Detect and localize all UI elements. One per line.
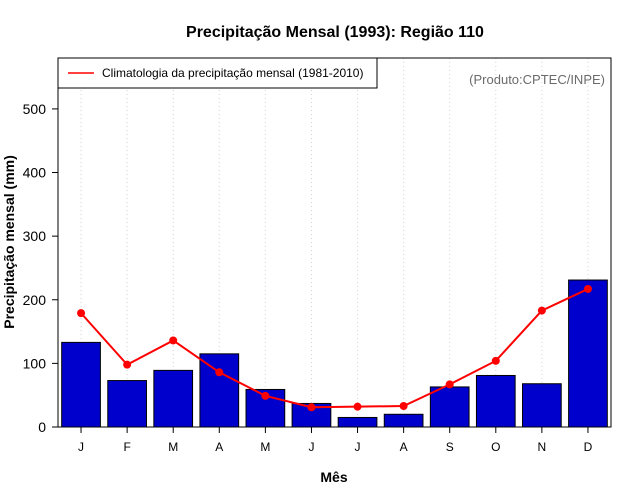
grid-lines [80,58,589,427]
climatology-point-3 [169,336,178,345]
x-tick-label-7: J [355,440,361,454]
plot-frame [57,57,612,428]
bar-7 [337,416,378,428]
climatology-point-5 [261,391,270,400]
chart-title: Precipitação Mensal (1993): Região 110 [186,24,484,41]
climatology-point-8 [399,402,408,411]
y-axis-title: Precipitação mensal (mm) [1,155,17,329]
x-tick-label-11: N [538,440,547,454]
climatology-point-7 [353,402,362,411]
bar-10 [475,374,516,428]
climatology-point-11 [537,306,546,315]
bar-3 [153,369,194,428]
legend-box [57,57,378,89]
x-tick-label-2: F [123,440,130,454]
climatology-point-4 [215,368,224,377]
bar-4 [199,353,240,428]
climatology-point-10 [491,356,500,365]
x-tick-label-12: D [584,440,593,454]
y-tick-label-500: 500 [23,101,47,117]
bars [61,279,608,428]
bar-11 [522,383,562,428]
bar-2 [107,380,147,428]
bar-9 [429,386,470,428]
climatology-point-1 [77,309,86,318]
y-tick-label-400: 400 [23,165,47,181]
y-tick-label-200: 200 [23,292,47,308]
y-tick-label-100: 100 [23,355,47,371]
x-tick-label-9: S [446,440,454,454]
climatology-point-9 [445,380,454,389]
y-tick-label-0: 0 [38,419,46,435]
x-tick-label-6: J [308,440,314,454]
x-tick-label-4: A [215,440,223,454]
x-tick-label-5: M [260,440,270,454]
climatology-point-12 [583,284,592,293]
bar-8 [383,413,424,428]
climatology-series [77,284,592,412]
x-tick-label-1: J [78,440,84,454]
bar-1 [61,341,101,428]
y-tick-label-300: 300 [23,228,47,244]
x-tick-label-10: O [491,440,500,454]
product-annotation: (Produto:CPTEC/INPE) [469,72,605,87]
climatology-point-6 [307,403,316,412]
x-tick-label-8: A [400,440,408,454]
legend-label: Climatologia da precipitação mensal (198… [102,66,363,80]
y-axis: 0 100 200 300 400 500 [23,101,58,435]
climatology-line [80,288,589,409]
climatology-point-2 [123,360,132,369]
legend: Climatologia da precipitação mensal (198… [57,57,378,89]
bar-12 [568,279,608,428]
x-tick-label-3: M [168,440,178,454]
x-axis-title: Mês [320,469,347,485]
